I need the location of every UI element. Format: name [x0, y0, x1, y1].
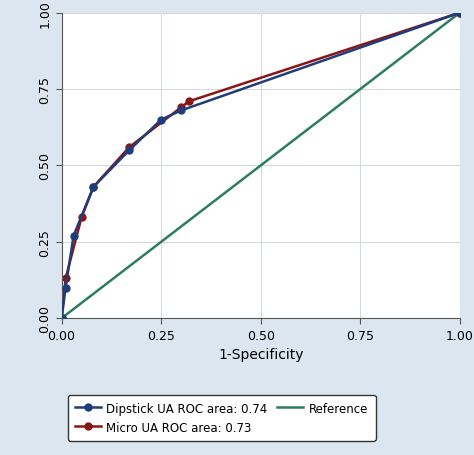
Legend: Dipstick UA ROC area: 0.74, Micro UA ROC area: 0.73, Reference: Dipstick UA ROC area: 0.74, Micro UA ROC… — [67, 394, 375, 440]
X-axis label: 1-Specificity: 1-Specificity — [218, 348, 303, 361]
